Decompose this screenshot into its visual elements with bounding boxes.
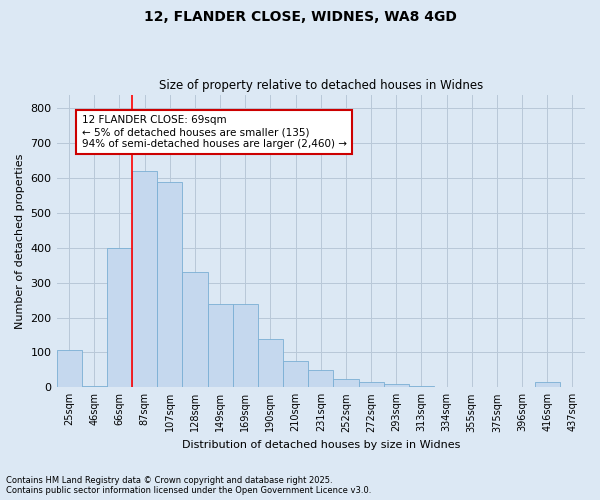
Text: Contains HM Land Registry data © Crown copyright and database right 2025.
Contai: Contains HM Land Registry data © Crown c… xyxy=(6,476,371,495)
Bar xyxy=(283,361,308,388)
X-axis label: Distribution of detached houses by size in Widnes: Distribution of detached houses by size … xyxy=(182,440,460,450)
Bar xyxy=(56,350,82,388)
Bar xyxy=(182,272,208,388)
Bar xyxy=(359,382,383,388)
Bar xyxy=(535,382,560,388)
Bar xyxy=(383,384,409,388)
Bar xyxy=(258,338,283,388)
Bar xyxy=(334,378,359,388)
Bar xyxy=(409,386,434,388)
Bar xyxy=(157,182,182,388)
Text: 12 FLANDER CLOSE: 69sqm
← 5% of detached houses are smaller (135)
94% of semi-de: 12 FLANDER CLOSE: 69sqm ← 5% of detached… xyxy=(82,116,347,148)
Bar xyxy=(132,171,157,388)
Bar xyxy=(308,370,334,388)
Text: 12, FLANDER CLOSE, WIDNES, WA8 4GD: 12, FLANDER CLOSE, WIDNES, WA8 4GD xyxy=(143,10,457,24)
Bar xyxy=(107,248,132,388)
Title: Size of property relative to detached houses in Widnes: Size of property relative to detached ho… xyxy=(158,79,483,92)
Y-axis label: Number of detached properties: Number of detached properties xyxy=(15,153,25,328)
Bar xyxy=(233,304,258,388)
Bar xyxy=(82,386,107,388)
Bar xyxy=(208,304,233,388)
